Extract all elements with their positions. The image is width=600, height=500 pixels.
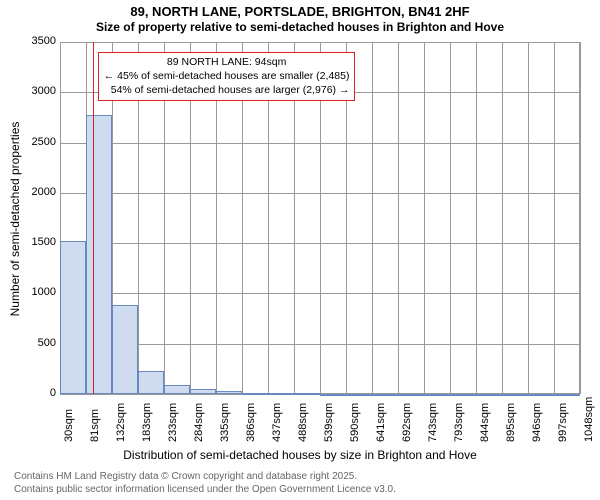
histogram-bar — [268, 393, 294, 395]
x-tick-label: 997sqm — [557, 403, 569, 442]
x-tick-label: 844sqm — [479, 403, 491, 442]
histogram-bar — [86, 115, 112, 394]
annotation-line-2: ← 45% of semi-detached houses are smalle… — [104, 69, 350, 83]
histogram-bar — [398, 394, 424, 396]
y-tick-label: 2500 — [18, 136, 56, 148]
footer-line-1: Contains HM Land Registry data © Crown c… — [14, 470, 396, 483]
histogram-bar — [294, 393, 320, 395]
x-tick-label: 793sqm — [453, 403, 465, 442]
x-tick-label: 946sqm — [531, 403, 543, 442]
x-axis-label: Distribution of semi-detached houses by … — [0, 448, 600, 462]
annotation-line-1: 89 NORTH LANE: 94sqm — [104, 55, 350, 69]
histogram-bar — [424, 394, 450, 396]
annotation-line-3: 54% of semi-detached houses are larger (… — [104, 83, 350, 97]
x-tick-label: 335sqm — [219, 403, 231, 442]
x-tick-label: 30sqm — [63, 409, 75, 442]
chart-subtitle: Size of property relative to semi-detach… — [0, 20, 600, 34]
x-gridline — [372, 42, 373, 394]
histogram-bar — [60, 241, 86, 394]
histogram-bar — [346, 394, 372, 396]
histogram-bar — [476, 394, 502, 396]
histogram-bar — [450, 394, 476, 396]
y-tick-label: 3000 — [18, 85, 56, 97]
x-gridline — [450, 42, 451, 394]
histogram-bar — [502, 394, 528, 396]
x-tick-label: 233sqm — [167, 403, 179, 442]
histogram-bar — [242, 393, 268, 395]
x-tick-label: 183sqm — [141, 403, 153, 442]
x-tick-label: 284sqm — [193, 403, 205, 442]
x-tick-label: 1048sqm — [583, 397, 595, 442]
y-tick-label: 1000 — [18, 286, 56, 298]
x-gridline — [528, 42, 529, 394]
x-gridline — [554, 42, 555, 394]
x-tick-label: 488sqm — [297, 403, 309, 442]
histogram-bar — [554, 394, 580, 396]
property-marker-line — [93, 42, 94, 394]
x-tick-label: 641sqm — [375, 403, 387, 442]
x-gridline — [398, 42, 399, 394]
footer-line-2: Contains public sector information licen… — [14, 483, 396, 496]
histogram-bar — [138, 371, 164, 394]
x-tick-label: 386sqm — [245, 403, 257, 442]
x-gridline — [424, 42, 425, 394]
x-tick-label: 539sqm — [323, 403, 335, 442]
x-gridline — [502, 42, 503, 394]
y-tick-label: 500 — [18, 337, 56, 349]
x-tick-label: 590sqm — [349, 403, 361, 442]
y-tick-label: 1500 — [18, 236, 56, 248]
annotation-box: 89 NORTH LANE: 94sqm← 45% of semi-detach… — [98, 52, 356, 101]
x-tick-label: 437sqm — [271, 403, 283, 442]
x-tick-label: 743sqm — [427, 403, 439, 442]
x-gridline — [580, 42, 581, 394]
x-tick-label: 692sqm — [401, 403, 413, 442]
x-tick-label: 81sqm — [89, 409, 101, 442]
histogram-bar — [372, 394, 398, 396]
x-tick-label: 895sqm — [505, 403, 517, 442]
y-tick-label: 0 — [18, 387, 56, 399]
footer-attribution: Contains HM Land Registry data © Crown c… — [14, 470, 396, 496]
histogram-bar — [112, 305, 138, 394]
x-tick-label: 132sqm — [115, 403, 127, 442]
histogram-bar — [216, 391, 242, 394]
histogram-bar — [164, 385, 190, 394]
chart-title: 89, NORTH LANE, PORTSLADE, BRIGHTON, BN4… — [0, 4, 600, 19]
histogram-bar — [528, 394, 554, 396]
histogram-bar — [190, 389, 216, 394]
histogram-bar — [320, 394, 346, 396]
y-tick-label: 3500 — [18, 35, 56, 47]
y-tick-label: 2000 — [18, 186, 56, 198]
x-gridline — [476, 42, 477, 394]
